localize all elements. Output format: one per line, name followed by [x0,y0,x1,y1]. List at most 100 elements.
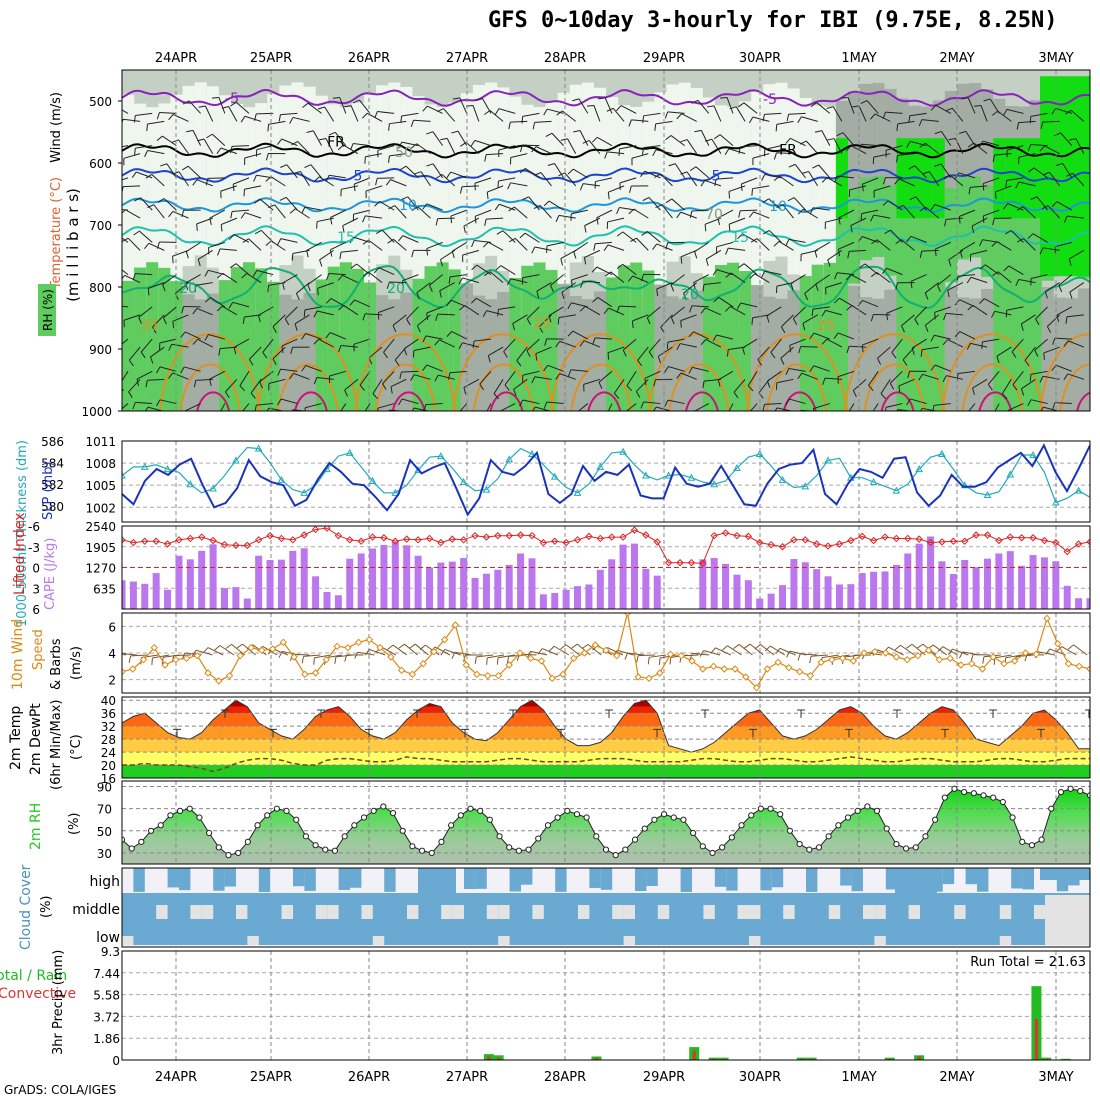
rh-point [894,841,899,846]
cape-bar [1041,557,1048,609]
cloud-low-gap [749,936,760,945]
cape-bar [825,576,832,609]
barb-shaft [559,412,575,417]
barb-shaft [232,146,249,147]
precip-background [122,951,1090,1060]
rh-band-mid [291,175,303,255]
rh-point [739,823,744,828]
date-label-top-2: 26APR [348,51,390,66]
rh-point [429,850,434,855]
cape-bar [973,567,980,609]
cloud-low-gap [247,936,258,945]
rh-point [332,848,337,853]
rh-point [294,817,299,822]
rh-point [768,806,773,811]
cape-bar [426,568,433,610]
rh-point [158,823,163,828]
barb-shaft [492,412,503,425]
cloud-mid-gap [1000,905,1011,919]
rh-band-mid [304,182,316,269]
wind10-tick-2: 2 [108,674,116,688]
cloud-high-block [601,868,612,890]
barb-flag [268,124,269,131]
cape-bar [221,588,228,609]
barb-shaft [438,314,455,315]
date-label-bottom-9: 3MAY [1038,1070,1073,1085]
cloud-high-block [168,868,179,887]
rh-band-mid [183,181,195,267]
rh-point [642,826,647,831]
rh-point [1049,806,1054,811]
cape-tick-0: 2540 [85,520,116,534]
cape-bar [916,544,923,609]
rh-point [710,850,715,855]
cloud-mid-gap [624,905,635,919]
barb-flag [314,658,315,665]
rh-point [177,808,182,813]
wind10-label-a: 10m Wind [10,619,26,690]
precip-label-c: 3hr Precip (mm) [51,950,66,1055]
rh-point [129,846,134,851]
wind10-tick-0: 6 [108,620,116,634]
barb-flag [575,414,578,420]
cloud-high-block-wide [418,868,456,896]
wind-barb [1068,412,1084,424]
rh-point [855,808,860,813]
cape-bar [437,563,444,609]
wind-barb [124,412,140,424]
profile-label-rh: RH (%) [41,289,55,331]
contour-label-13: 25 [141,318,159,334]
barb-flag [1030,374,1031,381]
cloud-high-block [806,868,817,892]
cloud-label-unit: (%) [39,896,54,919]
cloud-high-block [726,868,737,891]
rh-point [613,853,618,858]
wind-barb [829,412,842,429]
rh-point [623,847,628,852]
cloud-high-block [464,868,475,889]
barb-flag [948,420,950,427]
cape-label: CAPE (J/kg) [43,538,58,610]
contour-label-7: 10 [769,199,787,215]
cape-bar [346,559,353,609]
thickness-tick-0: 586 [41,435,64,449]
barb-flag [752,318,753,325]
cape-bar [1052,561,1059,609]
barb-shaft [877,412,891,422]
barb-flag [201,424,205,430]
rh-point [419,848,424,853]
rh-band-mid [594,183,606,272]
barb-shaft [201,412,212,425]
cape-bar [790,559,797,609]
profile-ytick-4: 900 [89,343,112,357]
wind-barb [246,412,261,427]
cloud-low-gap [874,936,885,945]
cape-bar [870,572,877,609]
wind-barb [1000,412,1012,430]
rh-point [661,812,666,817]
cloud-low-gap [624,936,635,945]
contour-label-5: 5 [712,168,721,184]
cloud-high-block [840,868,851,886]
cloud-low-gap [1000,936,1011,945]
rh-point [865,804,870,809]
slp-tick-2: 1005 [85,479,116,493]
barb-flag [487,658,488,665]
cape-bar [745,580,752,609]
cloud-low-gap [373,936,384,945]
rh-point [497,834,502,839]
cloud-high-block [681,868,692,892]
wind-barb [737,412,745,432]
cape-bar [608,559,615,609]
contour-label-16: 50 [395,145,413,161]
cape-bar [893,565,900,609]
cloud-high-block [350,868,361,888]
wind-barb [559,412,575,424]
rh-point [942,795,947,800]
temp-tick-5: 20 [101,759,116,773]
rh-point [545,823,550,828]
wind-barb [710,412,721,431]
barb-flag [378,313,379,320]
cloud-level-1: middle [72,902,120,918]
rh-band-mid [582,176,594,256]
